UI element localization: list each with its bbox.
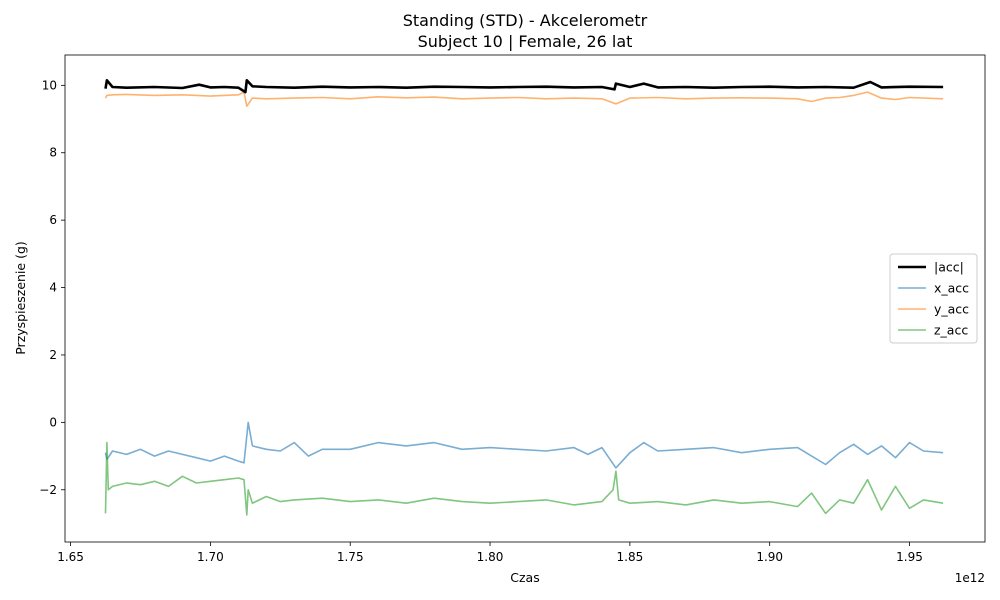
y-tick-label: 4	[49, 281, 57, 295]
legend: |acc| x_acc y_acc z_acc	[889, 253, 978, 344]
legend-box	[889, 253, 978, 344]
chart-title: Standing (STD) - Akcelerometr	[403, 11, 648, 30]
x-tick-label: 1.90	[756, 550, 783, 564]
plot-frame	[64, 54, 986, 543]
y-tick-label: 8	[49, 146, 57, 160]
x-axis: 1.65 1.70 1.75 1.80 1.85 1.90 1.95	[57, 542, 923, 564]
series-layer	[104, 79, 944, 516]
series-line-yacc	[104, 91, 944, 107]
y-tick-label: 6	[49, 213, 57, 227]
y-tick-label: 10	[42, 78, 57, 92]
x-tick-label: 1.95	[896, 550, 923, 564]
x-tick-label: 1.80	[477, 550, 504, 564]
x-tick-label: 1.70	[197, 550, 224, 564]
series-line-xacc	[104, 421, 944, 469]
x-axis-label: Czas	[510, 570, 539, 585]
x-tick-label: 1.65	[57, 550, 84, 564]
x-offset-text: 1e12	[955, 571, 985, 585]
y-tick-label: 0	[49, 415, 57, 429]
chart-subtitle: Subject 10 | Female, 26 lat	[418, 32, 633, 51]
legend-label: y_acc	[934, 302, 969, 317]
x-tick-label: 1.75	[337, 550, 364, 564]
y-axis-label: Przyspieszenie (g)	[13, 241, 28, 355]
series-line-acc	[104, 79, 944, 94]
x-tick-label: 1.85	[617, 550, 644, 564]
legend-label: z_acc	[934, 323, 968, 338]
legend-label: |acc|	[934, 260, 964, 275]
y-tick-label: 2	[49, 348, 57, 362]
y-axis: −2 0 2 4 6 8 10	[39, 78, 65, 497]
legend-label: x_acc	[934, 281, 969, 296]
series-line-zacc	[104, 441, 944, 516]
y-tick-label: −2	[39, 483, 57, 497]
